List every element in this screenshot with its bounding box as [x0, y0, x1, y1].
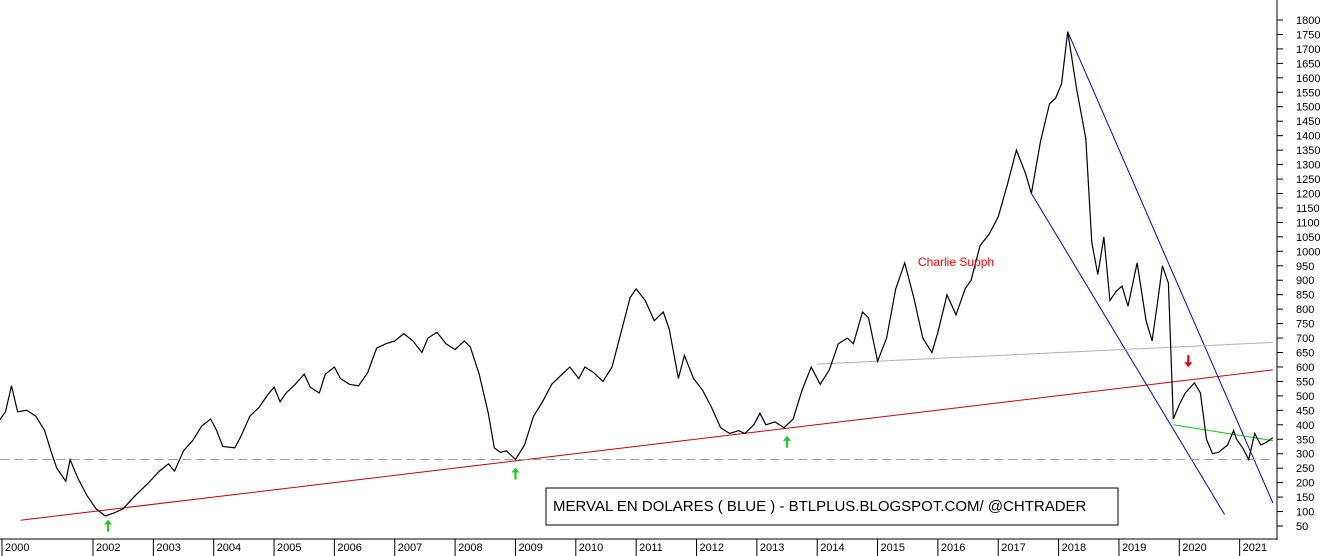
- chart-title-box: MERVAL EN DOLARES ( BLUE ) - BTLPLUS.BLO…: [545, 487, 1119, 526]
- x-tick-label: 2017: [1001, 542, 1025, 554]
- y-tick-label: 150: [1296, 492, 1314, 504]
- y-tick-label: 1800: [1296, 15, 1320, 27]
- y-tick-label: 1500: [1296, 102, 1320, 114]
- y-tick-label: 450: [1296, 405, 1314, 417]
- x-tick-label: 2007: [398, 542, 422, 554]
- y-tick-label: 850: [1296, 290, 1314, 302]
- price-line: [0, 31, 1274, 517]
- signal-arrows: [104, 355, 1193, 532]
- x-tick-label: 2003: [156, 542, 180, 554]
- y-tick-label: 1650: [1296, 58, 1320, 70]
- y-tick-label: 1150: [1296, 203, 1320, 215]
- y-tick-label: 600: [1296, 362, 1314, 374]
- y-tick-label: 400: [1296, 420, 1314, 432]
- trend-line: [1067, 31, 1274, 504]
- y-tick-label: 500: [1296, 391, 1314, 403]
- x-tick-label: 2002: [96, 542, 120, 554]
- x-tick-label: 2010: [579, 542, 603, 554]
- x-tick-label: 2013: [760, 542, 784, 554]
- trend-line: [1031, 193, 1225, 515]
- y-tick-label: 350: [1296, 434, 1314, 446]
- chart-annotation: Charlie Supph: [918, 255, 994, 269]
- y-tick-label: 700: [1296, 333, 1314, 345]
- x-tick-label: 2000: [5, 542, 29, 554]
- x-tick-label: 2018: [1062, 542, 1086, 554]
- chart-title: MERVAL EN DOLARES ( BLUE ) - BTLPLUS.BLO…: [553, 498, 1087, 515]
- y-tick-label: 1450: [1296, 116, 1320, 128]
- x-tick-label: 2014: [820, 542, 844, 554]
- y-tick-label: 1300: [1296, 160, 1320, 172]
- x-tick-label: 2009: [518, 542, 542, 554]
- y-tick-label: 1600: [1296, 73, 1320, 85]
- buy-arrow-icon: [783, 435, 792, 448]
- x-tick-label: 2021: [1243, 542, 1267, 554]
- trend-line: [817, 341, 1273, 365]
- x-tick-label: 2005: [277, 542, 301, 554]
- trend-lines: [0, 31, 1274, 521]
- y-tick-label: 550: [1296, 376, 1314, 388]
- y-tick-label: 1400: [1296, 131, 1320, 143]
- y-tick-label: 1700: [1296, 44, 1320, 56]
- y-tick-label: 1050: [1296, 232, 1320, 244]
- y-tick-label: 200: [1296, 478, 1314, 490]
- y-tick-label: 800: [1296, 304, 1314, 316]
- x-tick-label: 2004: [217, 542, 241, 554]
- x-tick-label: 2008: [458, 542, 482, 554]
- y-axis: 50 100 150 200 250 300 350 400 450 500 550 600 650 70…: [1276, 0, 1320, 540]
- y-tick-label: 900: [1296, 275, 1314, 287]
- trend-line: [20, 369, 1273, 521]
- y-tick-label: 1100: [1296, 217, 1320, 229]
- y-tick-label: 1250: [1296, 174, 1320, 186]
- y-tick-label: 50: [1296, 521, 1308, 533]
- x-tick-label: 2015: [881, 542, 905, 554]
- trend-line: [1173, 424, 1273, 442]
- x-tick-label: 2020: [1182, 542, 1206, 554]
- x-tick-label: 2019: [1122, 542, 1146, 554]
- buy-arrow-icon: [104, 519, 113, 532]
- y-tick-label: 1550: [1296, 87, 1320, 99]
- x-tick-label: 2012: [700, 542, 724, 554]
- y-tick-label: 1200: [1296, 188, 1320, 200]
- y-tick-label: 1000: [1296, 246, 1320, 258]
- y-tick-label: 300: [1296, 449, 1314, 461]
- x-tick-label: 2011: [639, 542, 663, 554]
- y-tick-label: 1350: [1296, 145, 1320, 157]
- y-tick-label: 950: [1296, 261, 1314, 273]
- price-series: [0, 31, 1274, 517]
- y-tick-label: 750: [1296, 319, 1314, 331]
- y-tick-label: 650: [1296, 348, 1314, 360]
- x-tick-label: 2016: [941, 542, 965, 554]
- buy-arrow-icon: [511, 467, 520, 480]
- y-tick-label: 1750: [1296, 29, 1320, 41]
- x-axis: 2000 2002 2003 2004 2005 2006 2007 2008 2009 2010…: [0, 538, 1277, 556]
- x-tick-label: 2006: [337, 542, 361, 554]
- y-tick-label: 100: [1296, 507, 1314, 519]
- sell-arrow-icon: [1184, 355, 1193, 368]
- y-tick-label: 250: [1296, 463, 1314, 475]
